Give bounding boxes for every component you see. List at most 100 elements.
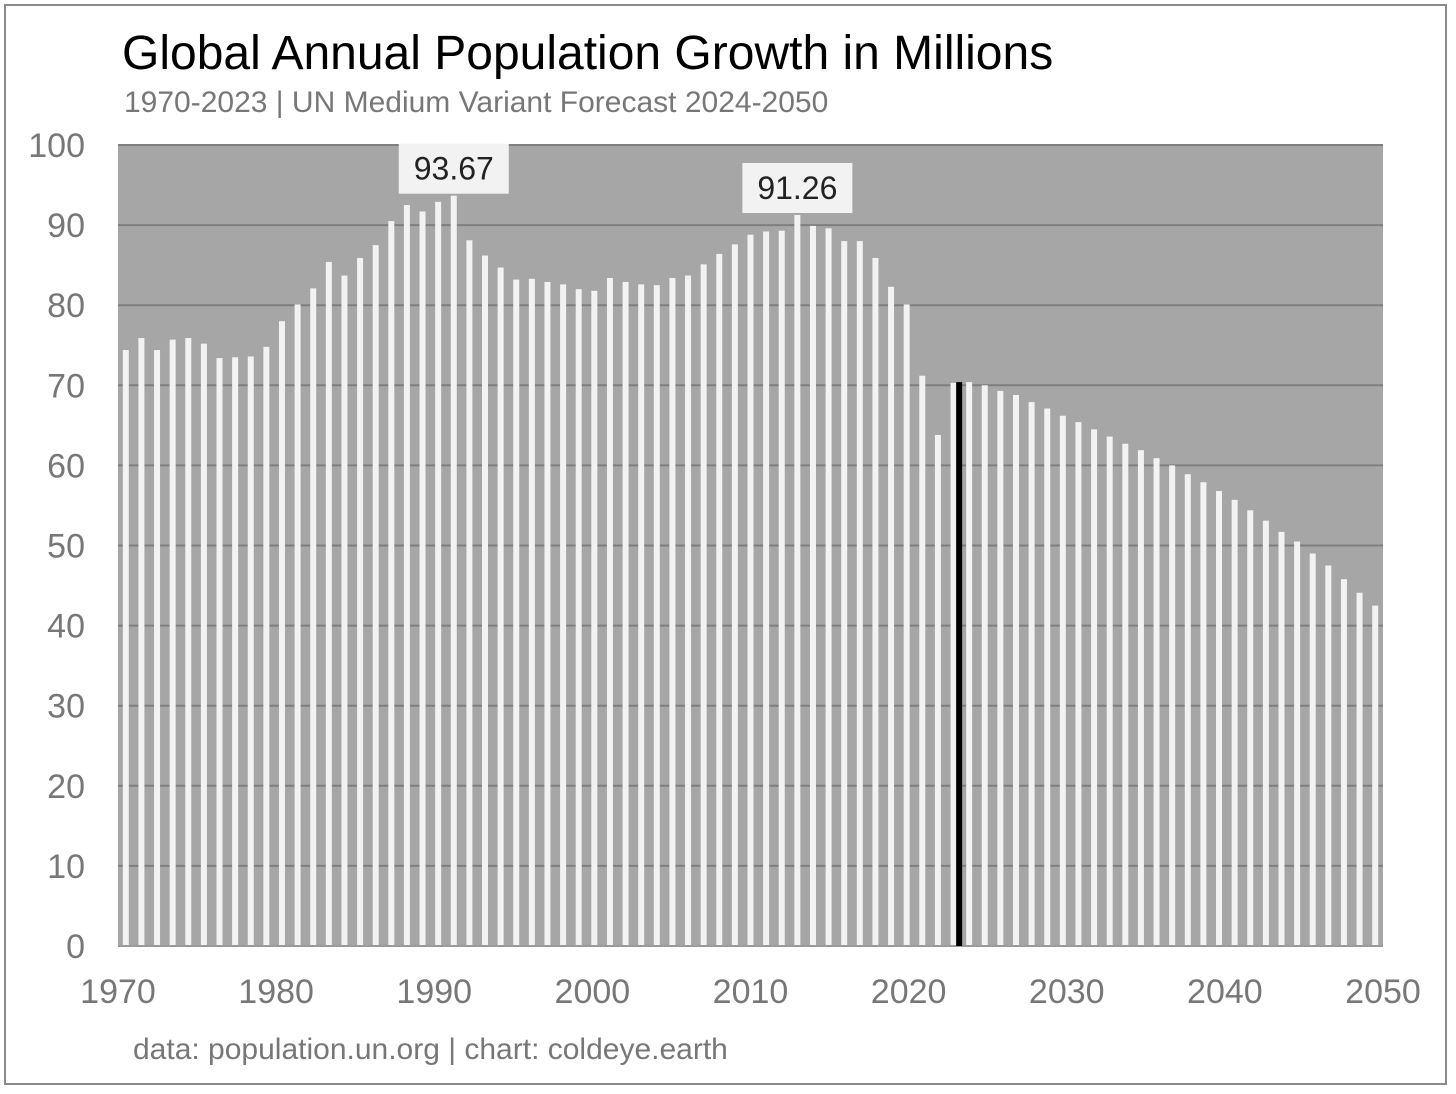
data-label: 93.67 (414, 151, 494, 187)
bar (1028, 402, 1035, 947)
bar (263, 346, 270, 946)
bar (841, 241, 848, 946)
bar (669, 277, 676, 946)
bar (1200, 482, 1207, 946)
bar (919, 375, 926, 946)
bar (638, 284, 645, 946)
bar (1137, 450, 1144, 946)
bar (1106, 436, 1113, 946)
bar (809, 225, 816, 946)
bar (575, 289, 582, 946)
bar (200, 343, 207, 946)
bar (560, 284, 567, 946)
y-tick-label: 90 (47, 207, 85, 245)
bar (653, 285, 660, 946)
bar (825, 228, 832, 946)
bar (372, 245, 379, 946)
bar (716, 253, 723, 946)
bar (903, 304, 910, 946)
bar (934, 434, 941, 946)
bar (497, 267, 504, 947)
x-tick-label: 2040 (1187, 973, 1263, 1011)
bar (1278, 531, 1285, 946)
bar (466, 240, 473, 947)
bar (357, 257, 364, 946)
bar (482, 255, 489, 947)
bar (1262, 520, 1269, 946)
bar (1012, 394, 1019, 946)
bar (528, 278, 535, 947)
bar (232, 357, 239, 946)
bar (731, 244, 738, 947)
y-tick-label: 100 (28, 127, 85, 165)
y-tick-label: 0 (66, 928, 85, 966)
y-tick-label: 60 (47, 447, 85, 485)
y-tick-label: 10 (47, 848, 85, 886)
bar (1247, 510, 1254, 946)
bar (1372, 605, 1379, 946)
x-tick-label: 2000 (555, 973, 631, 1011)
bar (216, 358, 223, 946)
y-tick-label: 80 (47, 287, 85, 325)
bar (450, 195, 457, 946)
bar (388, 221, 395, 947)
bar (403, 205, 410, 946)
bar (1356, 592, 1363, 946)
bar (1216, 491, 1223, 946)
x-tick-label: 2030 (1029, 973, 1105, 1011)
bar (950, 382, 957, 947)
bar (325, 261, 332, 946)
data-label-box (742, 163, 853, 214)
forecast-divider-line (956, 382, 963, 946)
bar (981, 385, 988, 946)
chart-credit: data: population.un.org | chart: coldeye… (133, 1033, 728, 1066)
bar (154, 350, 161, 946)
bar (185, 338, 192, 946)
y-tick-label: 30 (47, 688, 85, 726)
bar (856, 241, 863, 946)
data-label: 91.26 (757, 170, 837, 206)
bar (794, 215, 801, 947)
bar (1075, 422, 1082, 946)
bar (1325, 565, 1332, 946)
bar (763, 231, 770, 946)
bar (997, 390, 1004, 947)
bar (622, 281, 629, 946)
y-tick-label: 70 (47, 367, 85, 405)
bar (1294, 541, 1301, 946)
bar (1153, 458, 1160, 946)
bar (1231, 499, 1238, 946)
y-tick-label: 50 (47, 528, 85, 566)
bar (1059, 415, 1066, 946)
bar (513, 279, 520, 946)
bar (122, 350, 129, 946)
y-tick-label: 20 (47, 768, 85, 806)
bar (685, 275, 692, 946)
bar (294, 304, 301, 946)
bar (1340, 579, 1347, 946)
bar (778, 230, 785, 946)
bar (169, 339, 176, 946)
bar (1044, 408, 1051, 946)
bar (700, 264, 707, 946)
x-tick-label: 2050 (1345, 973, 1421, 1011)
x-tick-label: 1970 (80, 973, 156, 1011)
data-label-box (398, 143, 509, 194)
chart-title: Global Annual Population Growth in Milli… (122, 27, 1054, 80)
bar (247, 356, 254, 946)
chart-subtitle: 1970-2023 | UN Medium Variant Forecast 2… (124, 86, 829, 119)
bar (966, 382, 973, 946)
bar (1184, 474, 1191, 946)
x-tick-label: 1990 (396, 973, 472, 1011)
bar (1122, 443, 1129, 946)
y-tick-label: 40 (47, 608, 85, 646)
bar (747, 234, 754, 946)
bar (544, 281, 551, 946)
bar (341, 275, 348, 946)
bar (1091, 429, 1098, 947)
bar (310, 288, 317, 946)
bar (435, 201, 442, 947)
bar (872, 257, 879, 946)
bar (419, 211, 426, 946)
